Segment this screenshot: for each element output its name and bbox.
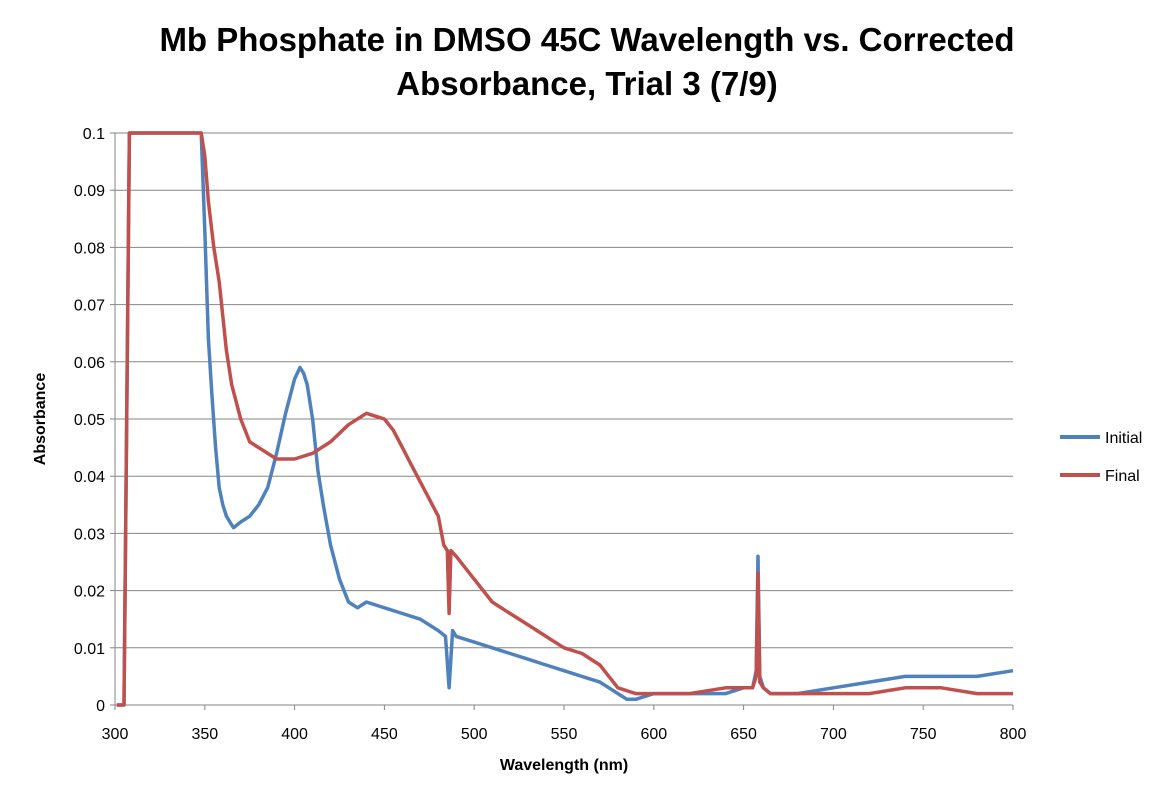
x-tick-label: 550 bbox=[551, 726, 578, 743]
x-tick-label: 450 bbox=[371, 726, 398, 743]
x-axis-title: Wavelength (nm) bbox=[500, 757, 628, 774]
x-tick-label: 400 bbox=[281, 726, 308, 743]
series-line-final bbox=[116, 131, 1013, 707]
y-tick-label: 0.05 bbox=[74, 412, 105, 429]
x-tick-label: 700 bbox=[820, 726, 847, 743]
x-tick-labels: 300 350 400 450 500 550 600 650 700 750 800 bbox=[102, 705, 1027, 743]
legend-label-initial: Initial bbox=[1105, 430, 1142, 447]
y-tick-label: 0.03 bbox=[74, 526, 105, 543]
x-tick-label: 500 bbox=[461, 726, 488, 743]
y-tick-label: 0.08 bbox=[74, 240, 105, 257]
legend: Initial Final bbox=[1060, 430, 1142, 485]
legend-label-final: Final bbox=[1105, 468, 1140, 485]
y-tick-label: 0.06 bbox=[74, 355, 105, 372]
y-axis-title: Absorbance bbox=[32, 373, 49, 466]
y-tick-label: 0.1 bbox=[83, 126, 105, 143]
y-tick-label: 0.04 bbox=[74, 469, 105, 486]
chart-title-line-2: Absorbance, Trial 3 (7/9) bbox=[396, 65, 778, 102]
grid-lines bbox=[115, 132, 1013, 649]
y-tick-labels: 0 0.01 0.02 0.03 0.04 0.05 0.06 0.07 0.08 0.09 0.1 bbox=[74, 126, 115, 715]
x-tick-label: 300 bbox=[102, 726, 129, 743]
x-tick-label: 350 bbox=[191, 726, 218, 743]
y-tick-label: 0.07 bbox=[74, 298, 105, 315]
y-tick-label: 0 bbox=[96, 698, 105, 715]
y-tick-label: 0.09 bbox=[74, 183, 105, 200]
y-tick-label: 0.01 bbox=[74, 641, 105, 658]
x-tick-label: 800 bbox=[1000, 726, 1027, 743]
x-tick-label: 650 bbox=[730, 726, 757, 743]
y-tick-label: 0.02 bbox=[74, 584, 105, 601]
x-tick-label: 600 bbox=[640, 726, 667, 743]
series-layer bbox=[116, 131, 1014, 707]
x-tick-label: 750 bbox=[910, 726, 937, 743]
chart-title-line-1: Mb Phosphate in DMSO 45C Wavelength vs. … bbox=[159, 21, 1015, 58]
chart-title: Mb Phosphate in DMSO 45C Wavelength vs. … bbox=[0, 18, 1174, 106]
